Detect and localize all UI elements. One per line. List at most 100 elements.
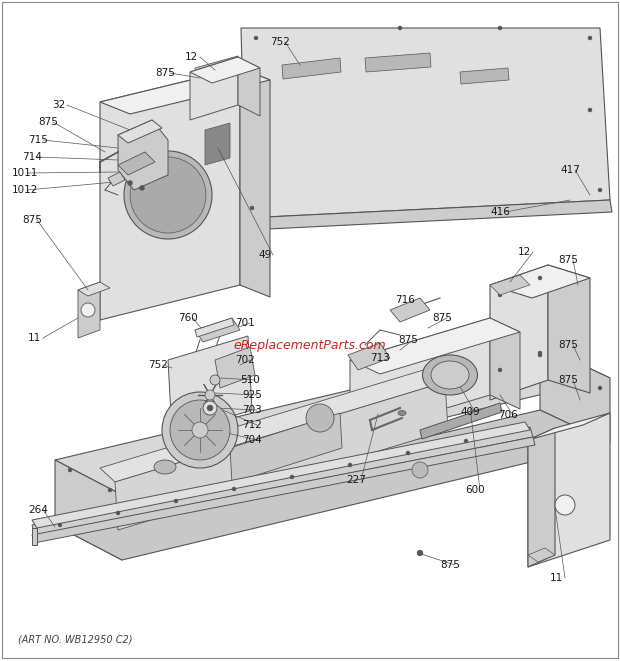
Polygon shape — [205, 123, 230, 165]
Text: 875: 875 — [558, 255, 578, 265]
Polygon shape — [528, 548, 555, 562]
Circle shape — [406, 451, 410, 455]
Ellipse shape — [422, 355, 477, 395]
Circle shape — [128, 180, 133, 186]
Polygon shape — [168, 336, 252, 434]
Circle shape — [116, 511, 120, 515]
Polygon shape — [32, 422, 530, 528]
Ellipse shape — [431, 361, 469, 389]
Circle shape — [124, 151, 212, 239]
Text: 875: 875 — [398, 335, 418, 345]
Text: eReplacementParts.com: eReplacementParts.com — [234, 338, 386, 352]
Polygon shape — [548, 265, 590, 393]
Circle shape — [232, 487, 236, 491]
Circle shape — [306, 404, 334, 432]
Polygon shape — [246, 200, 612, 230]
Polygon shape — [390, 298, 430, 322]
Circle shape — [205, 390, 215, 400]
Polygon shape — [100, 368, 445, 482]
Polygon shape — [32, 437, 535, 543]
Circle shape — [68, 468, 72, 472]
Polygon shape — [78, 282, 110, 296]
Circle shape — [58, 523, 62, 527]
Text: 760: 760 — [178, 313, 198, 323]
Circle shape — [81, 303, 95, 317]
Circle shape — [498, 368, 502, 372]
Ellipse shape — [154, 460, 176, 474]
Text: 12: 12 — [518, 247, 531, 257]
Polygon shape — [528, 413, 610, 567]
Text: 712: 712 — [242, 420, 262, 430]
Polygon shape — [100, 68, 240, 320]
Circle shape — [555, 495, 575, 515]
Text: 713: 713 — [370, 353, 390, 363]
Polygon shape — [238, 57, 260, 116]
Text: 1011: 1011 — [12, 168, 38, 178]
Circle shape — [538, 276, 542, 280]
Text: 32: 32 — [52, 100, 65, 110]
Circle shape — [598, 188, 602, 192]
Polygon shape — [118, 120, 168, 190]
Text: 702: 702 — [235, 355, 255, 365]
Polygon shape — [420, 403, 502, 439]
Circle shape — [130, 157, 206, 233]
Text: 875: 875 — [432, 313, 452, 323]
Polygon shape — [528, 428, 555, 567]
Polygon shape — [115, 382, 448, 530]
Polygon shape — [240, 68, 270, 297]
Polygon shape — [118, 152, 155, 175]
Text: 416: 416 — [490, 207, 510, 217]
Circle shape — [174, 499, 178, 503]
Text: 706: 706 — [498, 410, 518, 420]
Polygon shape — [490, 265, 590, 298]
Text: 12: 12 — [185, 52, 198, 62]
Text: 703: 703 — [242, 405, 262, 415]
Polygon shape — [55, 410, 610, 560]
Polygon shape — [490, 265, 548, 400]
Text: 875: 875 — [38, 117, 58, 127]
Circle shape — [398, 26, 402, 30]
Circle shape — [498, 26, 502, 30]
Ellipse shape — [398, 410, 406, 416]
Polygon shape — [282, 58, 341, 79]
Text: 409: 409 — [460, 407, 480, 417]
Polygon shape — [195, 318, 240, 342]
Polygon shape — [215, 347, 255, 388]
Circle shape — [498, 293, 502, 297]
Text: 417: 417 — [560, 165, 580, 175]
Polygon shape — [190, 57, 238, 120]
Polygon shape — [55, 345, 610, 495]
Polygon shape — [350, 318, 490, 437]
Circle shape — [588, 108, 592, 112]
Circle shape — [598, 386, 602, 390]
Circle shape — [412, 462, 428, 478]
Polygon shape — [365, 53, 431, 72]
Circle shape — [290, 475, 294, 479]
Text: 11: 11 — [28, 333, 42, 343]
Text: 264: 264 — [28, 505, 48, 515]
Polygon shape — [195, 318, 234, 337]
Circle shape — [108, 488, 112, 492]
Circle shape — [192, 422, 208, 438]
Text: 875: 875 — [558, 375, 578, 385]
Text: 875: 875 — [440, 560, 460, 570]
Circle shape — [538, 351, 542, 355]
Circle shape — [538, 353, 542, 357]
Polygon shape — [528, 413, 610, 440]
Polygon shape — [195, 56, 240, 80]
Polygon shape — [100, 68, 270, 114]
Polygon shape — [490, 318, 520, 409]
Polygon shape — [118, 120, 162, 143]
Circle shape — [203, 401, 217, 415]
Polygon shape — [108, 172, 125, 186]
Text: 716: 716 — [395, 295, 415, 305]
Text: 752: 752 — [270, 37, 290, 47]
Text: 714: 714 — [22, 152, 42, 162]
Polygon shape — [32, 427, 533, 535]
Polygon shape — [190, 57, 260, 83]
Circle shape — [417, 550, 423, 556]
Circle shape — [254, 36, 258, 40]
Text: (ART NO. WB12950 C2): (ART NO. WB12950 C2) — [18, 635, 133, 645]
Text: 1012: 1012 — [12, 185, 38, 195]
Circle shape — [348, 463, 352, 467]
